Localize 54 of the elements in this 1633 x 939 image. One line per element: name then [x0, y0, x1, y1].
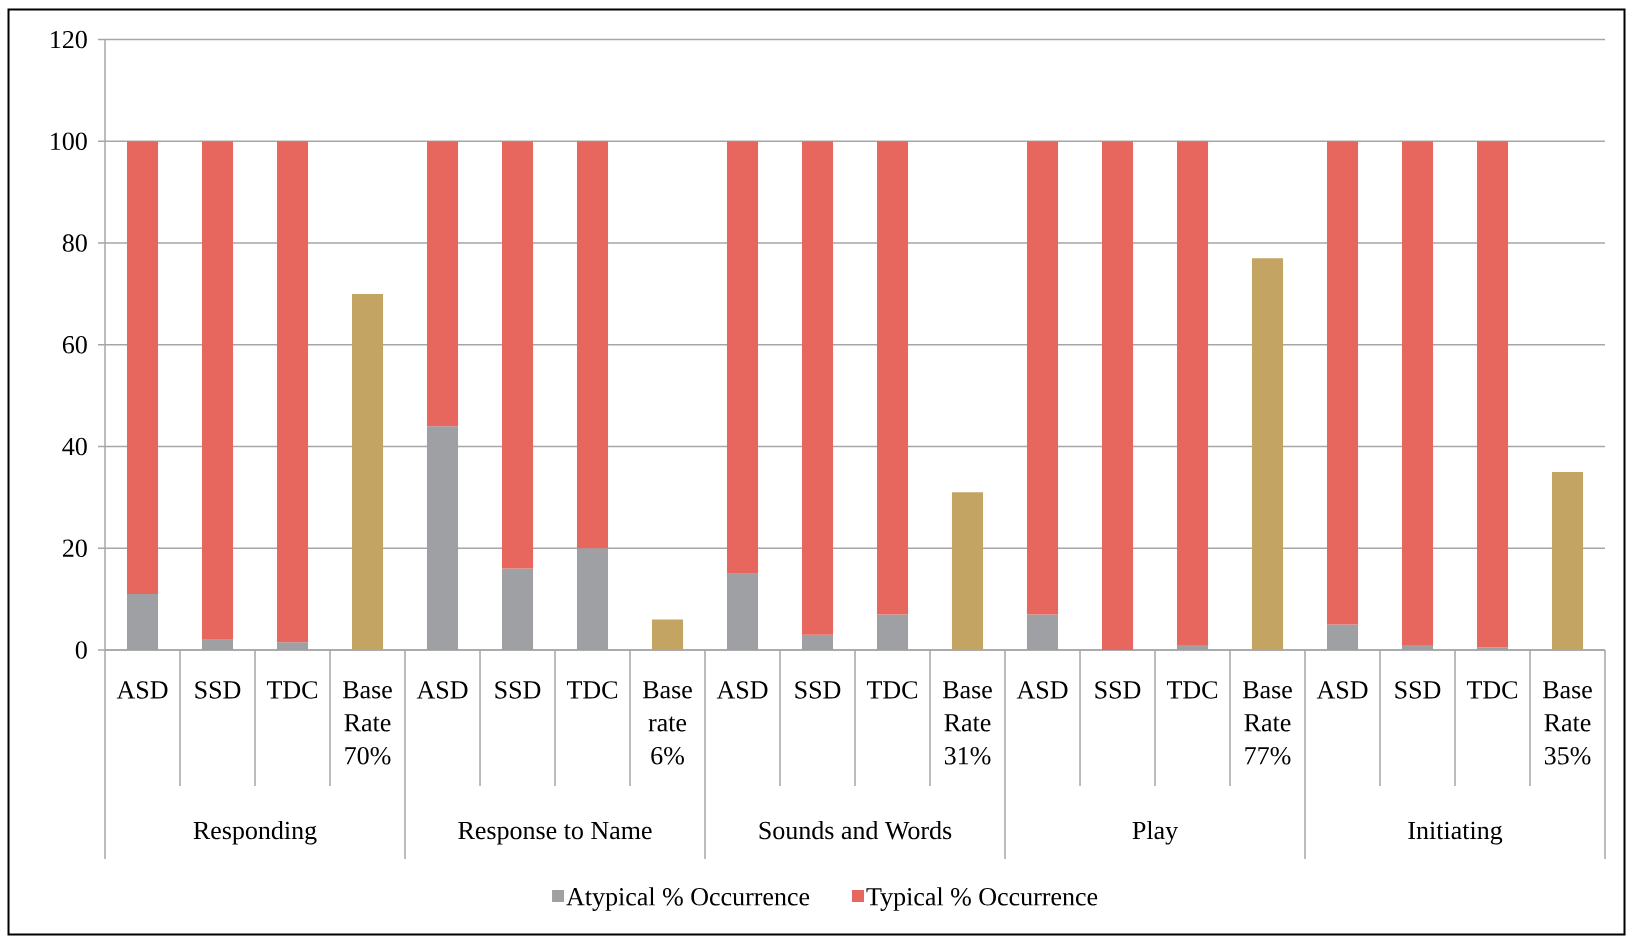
x-tick-label: TDC — [1166, 681, 1218, 699]
bar — [426, 141, 459, 427]
y-tick-label: 40 — [62, 437, 87, 456]
bar — [1476, 141, 1509, 648]
x-tick-label: Base Rate 70% — [342, 681, 392, 765]
x-tick-label: Base Rate 35% — [1542, 681, 1592, 765]
x-tick-label: TDC — [1466, 681, 1518, 699]
bar — [1101, 141, 1134, 650]
x-tick-label: SSD — [1095, 681, 1141, 699]
x-tick-label: ASD — [416, 681, 468, 699]
bar — [951, 492, 984, 650]
bar — [1251, 258, 1284, 650]
x-tick-label: Base Rate 77% — [1242, 681, 1292, 765]
bar — [876, 141, 909, 615]
bar — [801, 141, 834, 635]
x-tick-label: SSD — [195, 681, 241, 699]
bar — [276, 141, 309, 643]
x-tick-label: SSD — [495, 681, 541, 699]
bar — [1401, 141, 1434, 645]
y-tick-label: 120 — [51, 30, 87, 49]
y-tick-label: 100 — [51, 132, 87, 151]
text: Sounds and Words — [759, 820, 952, 840]
bar — [1326, 141, 1359, 625]
x-tick-label: Base Rate 31% — [942, 681, 992, 765]
x-tick-label: TDC — [566, 681, 618, 699]
legend-label: Atypical % Occurrence — [566, 887, 810, 911]
text: Initiating — [1408, 821, 1503, 845]
bar — [501, 141, 534, 569]
x-tick-label: ASD — [716, 681, 768, 699]
bar — [1551, 471, 1584, 650]
x-tick-label: ASD — [116, 681, 168, 699]
bar — [351, 293, 384, 650]
y-tick-label: 60 — [62, 336, 87, 354]
text: Responding — [193, 820, 317, 845]
x-tick-label: ASD — [1316, 681, 1368, 699]
bar — [201, 141, 234, 640]
text: Play — [1132, 820, 1179, 845]
y-tick-label: 80 — [62, 234, 87, 252]
bar — [726, 141, 759, 574]
bar — [126, 141, 159, 595]
text: Response to Name — [458, 821, 652, 845]
y-tick-label: 20 — [62, 539, 87, 558]
y-tick-label: 0 — [75, 641, 87, 659]
bar — [651, 619, 684, 650]
x-tick-label: TDC — [266, 681, 318, 699]
x-tick-label: Base rate 6% — [642, 681, 692, 765]
x-tick-label: TDC — [866, 681, 918, 699]
legend-label: Typical % Occurrence — [866, 887, 1098, 911]
x-tick-label: SSD — [795, 681, 841, 699]
x-tick-label: ASD — [1016, 681, 1068, 699]
bar — [576, 141, 609, 549]
x-tick-label: SSD — [1395, 681, 1441, 699]
bar — [1176, 141, 1209, 645]
bar — [1026, 141, 1059, 615]
